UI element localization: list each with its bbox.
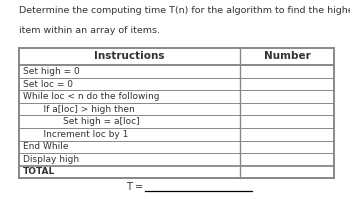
Text: If a[loc] > high then: If a[loc] > high then bbox=[32, 105, 134, 114]
Text: Set loc = 0: Set loc = 0 bbox=[23, 80, 73, 89]
Text: Number: Number bbox=[264, 51, 310, 61]
Text: Display high: Display high bbox=[23, 155, 79, 164]
Text: Instructions: Instructions bbox=[94, 51, 165, 61]
Text: T =: T = bbox=[126, 182, 143, 192]
Text: While loc < n do the following: While loc < n do the following bbox=[23, 92, 159, 101]
Text: End While: End While bbox=[23, 142, 68, 151]
Text: Set high = a[loc]: Set high = a[loc] bbox=[40, 117, 140, 126]
Bar bbox=[19, 48, 334, 178]
Text: Increment loc by 1: Increment loc by 1 bbox=[32, 130, 128, 139]
Text: Determine the computing time T(n) for the algorithm to find the highest: Determine the computing time T(n) for th… bbox=[19, 6, 350, 15]
Text: TOTAL: TOTAL bbox=[23, 168, 55, 176]
Text: item within an array of items.: item within an array of items. bbox=[19, 26, 160, 35]
Text: Set high = 0: Set high = 0 bbox=[23, 67, 79, 76]
